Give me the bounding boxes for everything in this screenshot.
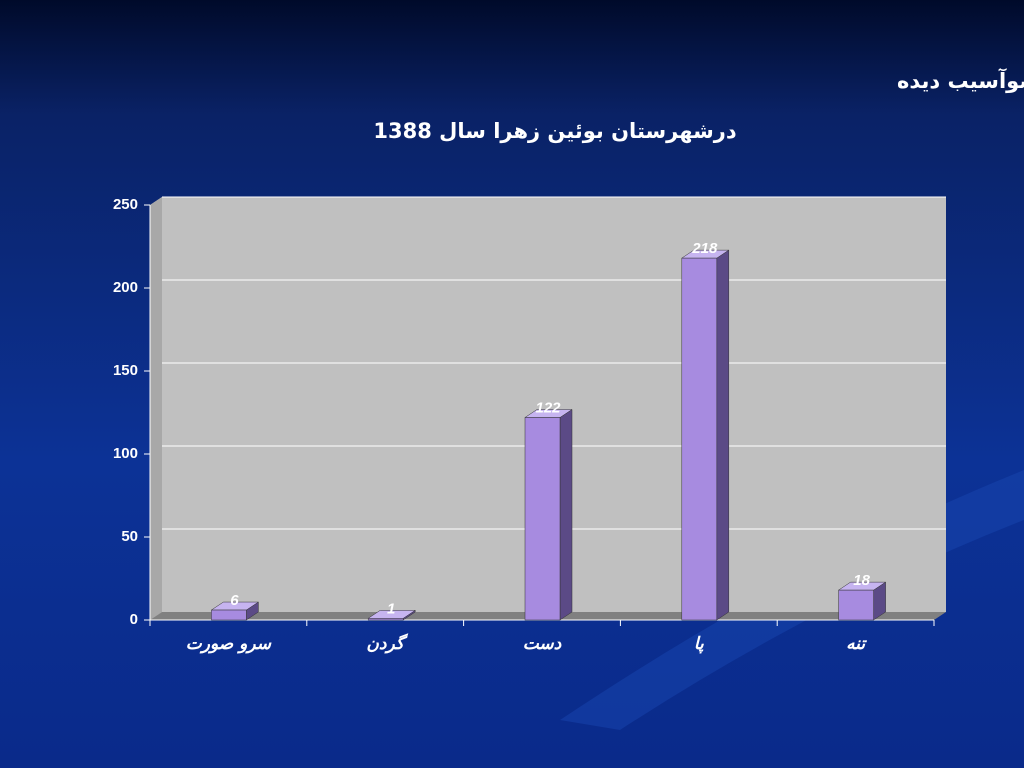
y-tick-label: 250 (113, 196, 138, 213)
x-tick-label: پا (694, 634, 704, 654)
bar-side (559, 409, 573, 621)
chart-subtitle: درشهرستان بوئین زهرا سال 1388 (373, 119, 736, 143)
y-tick-label: 200 (113, 279, 138, 296)
bar (681, 257, 718, 621)
x-tick-label: گردن (366, 633, 408, 654)
y-tick-label: 150 (113, 362, 138, 379)
x-tick-label: تنه (846, 634, 867, 654)
bar-side (716, 249, 730, 621)
x-tick-label: دست (523, 634, 562, 654)
bar (211, 609, 247, 621)
chart-title: نمودارتعداد موارد حیوان گزیدگی برحسب عضو… (897, 68, 1024, 93)
bar (838, 589, 874, 621)
y-tick-label: 50 (121, 528, 138, 545)
y-tick-label: 100 (113, 445, 138, 462)
value-label: 218 (691, 240, 718, 257)
value-label: 6 (230, 592, 239, 609)
value-label: 122 (535, 399, 561, 416)
bar (524, 417, 561, 621)
x-tick-label: سرو صورت (186, 634, 272, 654)
value-label: 18 (853, 572, 870, 589)
value-label: 1 (387, 600, 395, 617)
plot-wall (150, 197, 946, 620)
y-tick-label: 0 (130, 611, 138, 628)
bar (367, 618, 404, 621)
side-wall (150, 197, 162, 620)
